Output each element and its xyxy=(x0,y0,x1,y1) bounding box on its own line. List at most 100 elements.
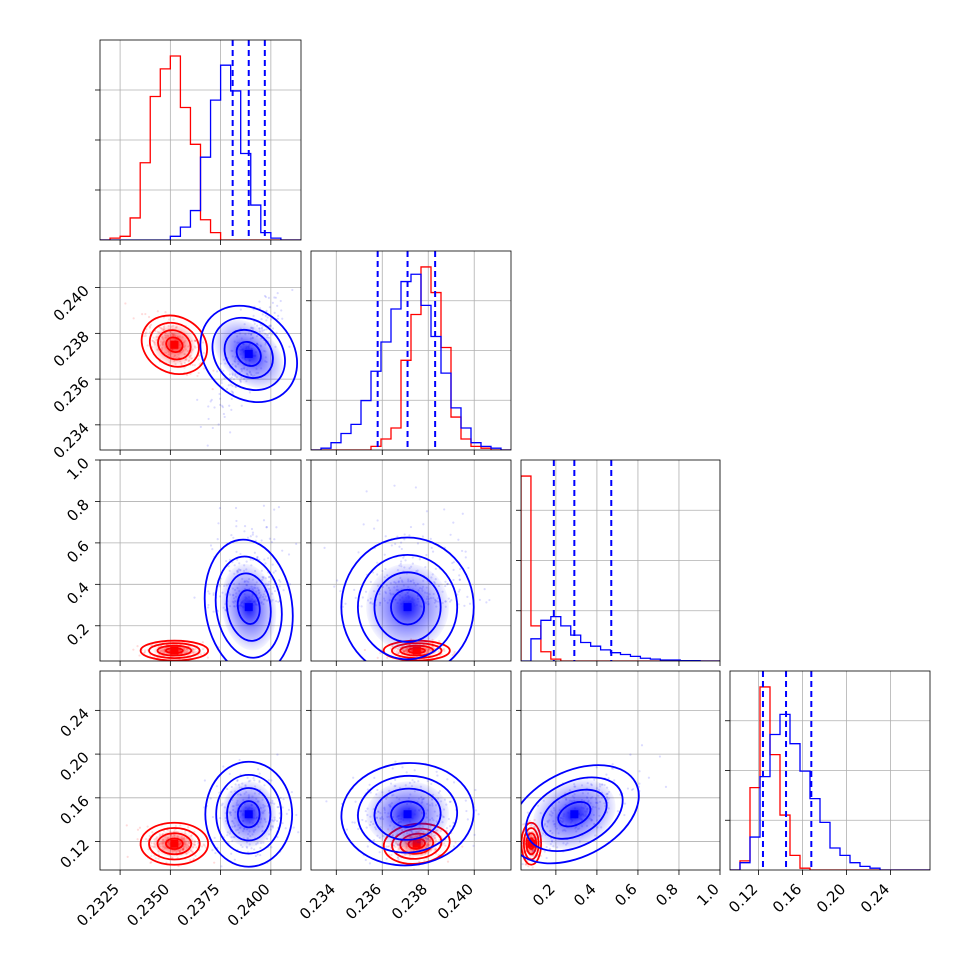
scatter-point xyxy=(270,318,273,321)
scatter-point xyxy=(148,325,152,328)
scatter-point xyxy=(444,584,447,588)
scatter-point xyxy=(363,648,366,652)
scatter-point xyxy=(151,831,154,834)
scatter-point xyxy=(265,328,268,331)
scatter-point xyxy=(268,332,271,335)
histogram-series-1 xyxy=(730,713,930,870)
panel-frame xyxy=(99,250,302,451)
scatter-point xyxy=(239,308,242,311)
scatter-point xyxy=(144,334,147,337)
scatter-point xyxy=(235,519,238,523)
density-peak xyxy=(570,810,579,819)
scatter-point xyxy=(278,812,281,815)
contour-level xyxy=(148,642,201,659)
scatter-point xyxy=(263,558,266,561)
scatter-point xyxy=(373,839,376,842)
scatter-point xyxy=(449,533,452,536)
scatter-point xyxy=(249,779,252,782)
scatter-point xyxy=(222,765,225,768)
scatter-point xyxy=(389,647,392,650)
contour-level xyxy=(236,800,261,829)
scatter-point xyxy=(360,605,363,608)
scatter-point xyxy=(230,534,233,537)
panel-axes-3-3: 0.12 0.16 0.20 0.24 xyxy=(725,671,930,916)
scatter-point xyxy=(276,819,279,823)
scatter-point xyxy=(270,541,273,544)
contour-level xyxy=(373,787,442,841)
scatter-point xyxy=(521,842,524,845)
scatter-point xyxy=(271,563,274,566)
scatter-point xyxy=(438,640,441,643)
scatter-point xyxy=(400,560,403,563)
scatter-point xyxy=(528,819,531,822)
y-tick-label: 0.6 xyxy=(63,537,93,567)
scatter-point xyxy=(239,552,242,556)
scatter-point xyxy=(403,533,406,536)
contour-level xyxy=(390,800,425,828)
scatter-point xyxy=(394,778,397,781)
scatter-point xyxy=(530,822,533,825)
scatter-point xyxy=(495,874,497,876)
scatter-point xyxy=(611,763,614,766)
scatter-point xyxy=(533,849,537,853)
x-tick-label: 0.12 xyxy=(725,880,761,916)
scatter-point xyxy=(207,417,210,421)
scatter-point xyxy=(485,601,488,604)
contour-level xyxy=(199,304,298,404)
scatter-point xyxy=(281,806,284,809)
scatter-point xyxy=(362,523,365,526)
contour-level xyxy=(157,329,192,361)
scatter-point xyxy=(141,313,144,316)
scatter-point xyxy=(526,811,529,814)
scatter-point xyxy=(202,351,205,355)
contour-level xyxy=(214,555,283,659)
scatter-point xyxy=(459,567,462,571)
scatter-point xyxy=(493,861,495,863)
scatter-point xyxy=(218,791,221,794)
panel-axes-2-2 xyxy=(516,460,721,666)
scatter-point xyxy=(164,311,167,314)
scatter-point xyxy=(273,538,276,541)
scatter-point xyxy=(207,405,210,408)
scatter-point xyxy=(218,392,221,396)
scatter-point xyxy=(281,549,284,552)
scatter-point xyxy=(394,760,397,763)
scatter-point xyxy=(399,541,403,544)
scatter-point xyxy=(437,644,440,647)
scatter-point xyxy=(211,426,214,430)
scatter-point xyxy=(438,838,441,841)
scatter-point xyxy=(196,374,199,378)
scatter-point xyxy=(266,316,269,319)
scatter-point xyxy=(148,834,151,838)
scatter-point xyxy=(256,853,259,856)
y-tick-label: 0.2 xyxy=(63,620,93,650)
contour-level xyxy=(340,762,475,867)
scatter-point xyxy=(325,800,328,803)
scatter-point xyxy=(531,823,534,826)
panel-frame xyxy=(99,459,302,662)
scatter-point xyxy=(211,548,214,551)
scatter-point xyxy=(226,387,229,391)
scatter-point xyxy=(194,854,197,857)
scatter-point xyxy=(208,592,211,595)
scatter-point xyxy=(613,779,616,782)
scatter-point xyxy=(274,296,277,299)
scatter-point xyxy=(435,770,438,773)
scatter-point xyxy=(389,782,393,785)
scatter-point xyxy=(273,311,276,314)
scatter-point xyxy=(437,650,440,653)
scatter-point xyxy=(234,783,237,786)
scatter-point xyxy=(353,821,356,824)
scatter-point xyxy=(268,537,271,540)
scatter-point xyxy=(640,744,644,747)
scatter-point xyxy=(207,603,210,607)
scatter-point xyxy=(376,788,379,792)
scatter-point xyxy=(218,816,222,820)
scatter-point xyxy=(237,872,239,874)
scatter-point xyxy=(474,788,477,792)
panel-axes-1-1 xyxy=(306,251,511,455)
scatter-point xyxy=(409,880,411,882)
scatter-point xyxy=(192,857,195,861)
scatter-point xyxy=(219,362,222,365)
scatter-point xyxy=(246,536,250,539)
